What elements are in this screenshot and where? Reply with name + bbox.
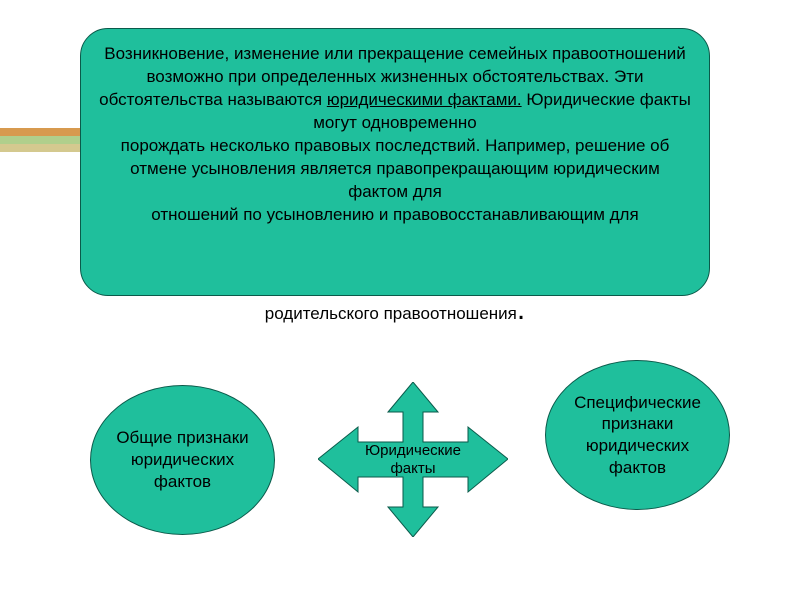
main-text-p3: порождать несколько правовых последствий… xyxy=(121,136,670,201)
right-ellipse: Специфические признаки юридических факто… xyxy=(545,360,730,510)
left-ellipse: Общие признаки юридических фактов xyxy=(90,385,275,535)
four-way-arrow: Юридические факты xyxy=(318,382,508,537)
main-text-emph: юридическими фактами. xyxy=(327,90,522,109)
tail-text-period: . xyxy=(517,293,525,326)
tail-text-body: родительского правоотношения xyxy=(265,304,517,323)
tail-text: родительского правоотношения. xyxy=(80,302,710,324)
four-way-arrow-label: Юридические факты xyxy=(358,442,468,478)
right-ellipse-label: Специфические признаки юридических факто… xyxy=(560,392,715,479)
main-text-box: Возникновение, изменение или прекращение… xyxy=(80,28,710,296)
main-text-p4: отношений по усыновлению и правовосстана… xyxy=(151,205,638,224)
left-ellipse-label: Общие признаки юридических фактов xyxy=(105,427,260,492)
